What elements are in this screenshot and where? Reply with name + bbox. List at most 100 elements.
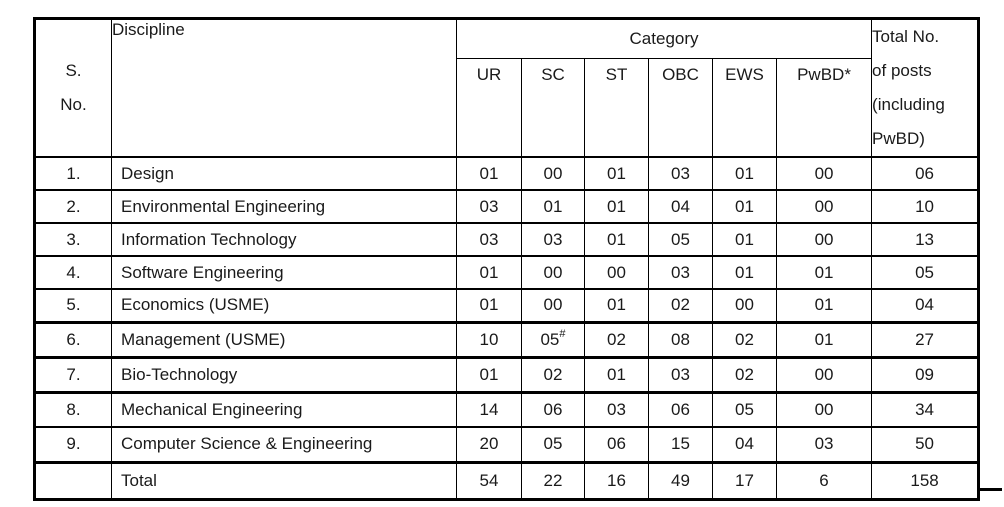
total-cell: 50	[871, 426, 980, 463]
total-label-cell: Total	[111, 460, 457, 500]
obc-cell: 06	[648, 390, 713, 428]
sno-cell: 5.	[34, 288, 112, 323]
ur-total-cell: 54	[456, 460, 522, 500]
pwbd-cell: 01	[775, 320, 873, 358]
sc-cell: 05	[521, 426, 585, 463]
st-cell: 00	[584, 255, 649, 290]
header-row-top: S. No. Discipline Category Total No. of …	[34, 17, 980, 158]
ur-cell: 01	[456, 255, 522, 290]
table-row: 9. Computer Science & Engineering 20 05 06 15…	[34, 426, 980, 463]
sc-cell: 05#	[521, 320, 585, 358]
ews-total-cell: 17	[712, 460, 777, 500]
total-cell: 04	[871, 288, 980, 323]
sc-cell: 00	[521, 288, 585, 323]
table-row: 3. Information Technology 03 03 01 05 01 00 13	[34, 222, 980, 257]
ur-cell: 10	[456, 320, 522, 358]
obc-cell: 15	[648, 426, 713, 463]
ur-cell: 03	[456, 189, 522, 224]
sno-cell: 7.	[34, 355, 112, 393]
header-cell-pwbd: PwBD*	[775, 58, 873, 159]
st-cell: 06	[584, 426, 649, 463]
table-row: 7. Bio-Technology 01 02 01 03 02 00 09	[34, 355, 980, 393]
total-cell: 34	[871, 390, 980, 428]
st-cell: 01	[584, 355, 649, 393]
ews-cell: 01	[712, 189, 777, 224]
table-row: 4. Software Engineering 01 00 00 03 01 01 05	[34, 255, 980, 290]
sc-cell: 00	[521, 255, 585, 290]
ews-cell: 01	[712, 255, 777, 290]
total-cell: 09	[871, 355, 980, 393]
header-cell-category: Category	[455, 17, 873, 60]
header-cell-sno: S. No.	[34, 17, 112, 158]
pwbd-cell: 00	[775, 355, 873, 393]
sno-cell: 1.	[34, 156, 112, 191]
obc-cell: 03	[648, 355, 713, 393]
ews-cell: 04	[712, 426, 777, 463]
st-cell: 02	[584, 320, 649, 358]
ur-cell: 01	[456, 288, 522, 323]
obc-cell: 03	[648, 255, 713, 290]
posts-table-container: S. No. Discipline Category Total No. of …	[33, 17, 981, 501]
table-row: 8. Mechanical Engineering 14 06 03 06 05 00 34	[34, 390, 980, 428]
sc-cell: 06	[521, 390, 585, 428]
pwbd-total-cell: 6	[775, 460, 873, 500]
header-cell-total: Total No. of posts (including PwBD)	[871, 17, 980, 158]
header-cell-obc: OBC	[648, 58, 713, 159]
st-total-cell: 16	[584, 460, 649, 500]
discipline-cell: Bio-Technology	[111, 355, 457, 393]
discipline-cell: Economics (USME)	[111, 288, 457, 323]
obc-cell: 02	[648, 288, 713, 323]
sno-cell: 9.	[34, 426, 112, 463]
sc-cell: 02	[521, 355, 585, 393]
ews-cell: 01	[712, 222, 777, 257]
bottom-rule-extension	[977, 488, 1002, 491]
discipline-cell: Information Technology	[111, 222, 457, 257]
sno-cell: 8.	[34, 390, 112, 428]
obc-cell: 03	[648, 156, 713, 191]
pwbd-cell: 01	[775, 288, 873, 323]
ews-cell: 02	[712, 320, 777, 358]
ur-cell: 14	[456, 390, 522, 428]
header-cell-ur: UR	[456, 58, 522, 159]
pwbd-cell: 00	[775, 189, 873, 224]
table-row: 1. Design 01 00 01 03 01 00 06	[34, 156, 980, 191]
pwbd-cell: 00	[775, 222, 873, 257]
header-row-subcategories: UR SC ST OBC EWS PwBD*	[35, 58, 979, 159]
obc-total-cell: 49	[648, 460, 713, 500]
ur-cell: 20	[456, 426, 522, 463]
sc-cell: 03	[521, 222, 585, 257]
pwbd-cell: 00	[775, 156, 873, 191]
obc-cell: 05	[648, 222, 713, 257]
posts-table: S. No. Discipline Category Total No. of …	[33, 17, 981, 501]
sc-cell: 01	[521, 189, 585, 224]
st-cell: 01	[584, 222, 649, 257]
st-cell: 01	[584, 288, 649, 323]
st-cell: 01	[584, 156, 649, 191]
ur-cell: 01	[456, 156, 522, 191]
header-cell-ews: EWS	[712, 58, 777, 159]
discipline-cell: Software Engineering	[111, 255, 457, 290]
st-cell: 03	[584, 390, 649, 428]
ews-cell: 05	[712, 390, 777, 428]
total-row: Total 54 22 16 49 17 6 158	[34, 460, 980, 500]
total-cell: 13	[871, 222, 980, 257]
pwbd-cell: 03	[775, 426, 873, 463]
total-cell: 05	[871, 255, 980, 290]
ur-cell: 03	[456, 222, 522, 257]
table-row: 6. Management (USME) 10 05# 02 08 02 01 27	[34, 320, 980, 358]
pwbd-cell: 00	[775, 390, 873, 428]
pwbd-cell: 01	[775, 255, 873, 290]
table-body: 1. Design 01 00 01 03 01 00 06 2. Environmental En…	[34, 156, 980, 500]
ews-cell: 00	[712, 288, 777, 323]
ews-cell: 01	[712, 156, 777, 191]
sno-cell	[34, 460, 112, 500]
table-header: S. No. Discipline Category Total No. of …	[34, 17, 980, 159]
sno-cell: 2.	[34, 189, 112, 224]
footnote-marker: #	[559, 327, 566, 340]
ur-cell: 01	[456, 355, 522, 393]
sc-cell: 00	[521, 156, 585, 191]
sno-cell: 4.	[34, 255, 112, 290]
header-cell-st: ST	[584, 58, 649, 159]
discipline-cell: Environmental Engineering	[111, 189, 457, 224]
total-cell: 06	[871, 156, 980, 191]
